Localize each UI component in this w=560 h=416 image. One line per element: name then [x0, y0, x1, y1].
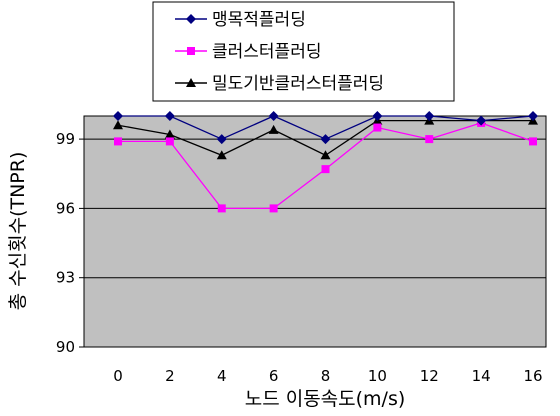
x-axis-ticks: 0 2 4 6 8 10 12 14 16	[113, 367, 542, 385]
triangle-marker	[320, 150, 331, 160]
x-tick-label: 6	[269, 367, 279, 385]
x-axis-label: 노드 이동속도(m/s)	[245, 388, 406, 410]
diamond-marker	[424, 111, 435, 121]
square-marker	[321, 165, 330, 174]
triangle-marker	[113, 120, 123, 130]
triangle-marker	[268, 124, 279, 134]
x-tick-label: 14	[472, 367, 491, 385]
legend-label: 클러스터플러딩	[212, 42, 321, 62]
diamond-marker	[113, 111, 123, 121]
y-tick-label: 96	[56, 199, 75, 217]
diamond-marker	[372, 111, 383, 121]
legend-label: 맹목적플러딩	[212, 10, 306, 30]
y-tick-label: 93	[56, 269, 75, 287]
y-tick-label: 90	[56, 338, 75, 356]
plot-area	[83, 115, 547, 348]
x-tick-label: 2	[165, 367, 175, 385]
square-marker	[217, 204, 226, 213]
series-diamond	[113, 111, 538, 145]
x-tick-label: 4	[217, 367, 227, 385]
x-tick-label: 12	[420, 367, 439, 385]
square-marker	[425, 135, 434, 144]
triangle-marker	[164, 129, 175, 139]
series-layer	[113, 111, 538, 213]
x-tick-label: 0	[113, 367, 123, 385]
x-tick-label: 8	[321, 367, 331, 385]
square-marker	[373, 123, 382, 132]
square-marker	[165, 137, 174, 146]
x-tick-label: 16	[523, 367, 542, 385]
diamond-marker	[164, 111, 175, 121]
y-axis-label: 총 수신횟수(TNPR)	[7, 152, 29, 311]
y-axis-ticks: 90 93 96 99	[56, 130, 84, 356]
y-tick-label: 99	[56, 130, 75, 148]
diamond-marker	[186, 14, 196, 24]
square-marker	[269, 204, 278, 213]
x-tick-label: 10	[368, 367, 387, 385]
square-marker	[114, 137, 122, 146]
diamond-marker	[268, 111, 279, 121]
diamond-marker	[476, 115, 487, 126]
square-marker	[529, 137, 537, 146]
gridlines	[84, 138, 546, 279]
diamond-marker	[528, 111, 538, 121]
legend-item: 밀도기반클러스터플러딩	[175, 74, 384, 94]
diamond-marker	[320, 134, 331, 145]
triangle-marker	[186, 78, 196, 87]
square-marker	[187, 47, 195, 55]
diamond-marker	[216, 134, 227, 145]
triangle-marker	[216, 150, 227, 160]
legend-label: 밀도기반클러스터플러딩	[212, 74, 384, 94]
legend-item: 맹목적플러딩	[175, 10, 306, 30]
legend-item: 클러스터플러딩	[175, 42, 321, 62]
